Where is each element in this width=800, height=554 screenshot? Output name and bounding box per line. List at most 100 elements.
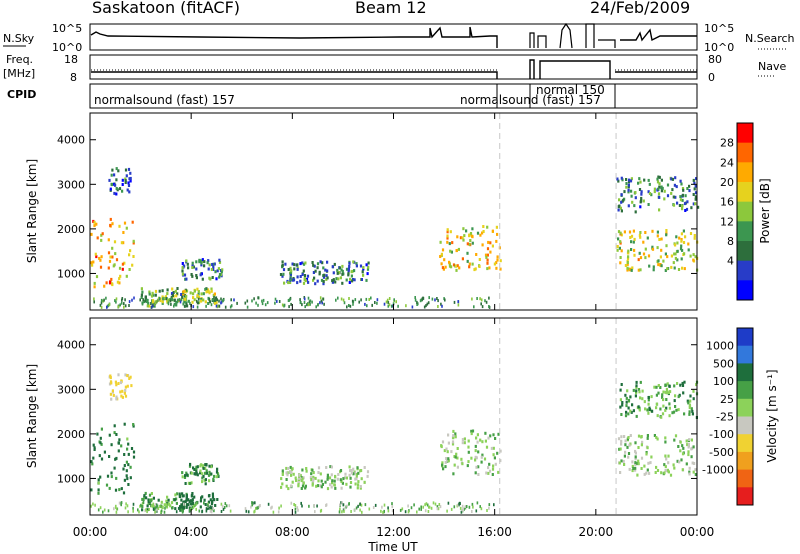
echo-cell-7 [654, 471, 657, 474]
echo-cell-6 [493, 456, 496, 460]
ground-scatter-cell [343, 507, 346, 511]
echo-cell-6 [452, 263, 456, 267]
echo-cell-6 [455, 452, 458, 456]
ground-scatter-cell [441, 304, 443, 308]
ground-scatter-cell [222, 298, 225, 302]
echo-cell-0 [93, 281, 96, 285]
cpid-panel: CPID normalsound (fast) 157 normalsound … [7, 83, 698, 109]
ground-scatter-cell [251, 501, 253, 505]
echo-cell-5 [302, 281, 306, 285]
echo-cell-4 [217, 473, 220, 477]
echo-cell-7 [694, 473, 697, 476]
echo-cell-8 [684, 209, 687, 212]
ground-scatter-cell [106, 305, 108, 309]
ground-scatter-cell [366, 304, 368, 308]
echo-cell-8 [688, 189, 691, 193]
echo-cell-4 [208, 263, 211, 267]
ground-scatter-cell [218, 304, 221, 308]
ground-scatter-cell [349, 304, 352, 308]
echo-cell-2 [175, 501, 178, 505]
echo-cell-7 [680, 238, 683, 241]
echo-cell-8 [692, 178, 695, 182]
echo-cell-8 [675, 185, 678, 189]
ground-scatter-cell [274, 297, 277, 301]
ground-scatter-cell [361, 510, 363, 514]
echo-cell-4 [218, 273, 222, 276]
echo-cell-7 [624, 443, 627, 447]
ground-scatter-cell [218, 299, 220, 303]
x-tick-label: 00:00 [680, 525, 715, 539]
echo-cell-8 [632, 388, 635, 392]
echo-cell-7 [694, 255, 697, 259]
echo-cell-8 [653, 187, 656, 191]
echo-cell-0 [127, 463, 130, 467]
echo-cell-8 [650, 395, 653, 399]
echo-cell-2 [147, 502, 150, 506]
ground-scatter-cell [233, 298, 235, 302]
echo-cell-5 [295, 479, 298, 482]
echo-cell-7 [684, 235, 687, 239]
echo-cell-7 [692, 470, 695, 474]
echo-cell-6 [478, 258, 481, 261]
echo-cell-4 [181, 272, 184, 276]
echo-cell-7 [647, 254, 651, 258]
echo-cell-5 [297, 480, 300, 484]
echo-cell-5 [357, 480, 360, 484]
echo-cell-5 [321, 483, 324, 486]
echo-cell-7 [616, 248, 619, 252]
echo-cell-0 [93, 220, 96, 224]
echo-cell-8 [681, 198, 684, 202]
echo-cell-7 [631, 469, 634, 473]
echo-cell-5 [359, 486, 362, 490]
echo-cell-6 [487, 471, 490, 475]
echo-cell-5 [326, 476, 329, 480]
echo-cell-4 [186, 262, 189, 266]
echo-cell-5 [352, 472, 355, 476]
ground-scatter-cell [322, 297, 325, 301]
echo-cell-8 [624, 414, 628, 418]
colorbar-swatch [737, 162, 753, 183]
ground-scatter-cell [425, 502, 428, 506]
echo-cell-6 [465, 229, 468, 233]
ground-scatter-cell [314, 510, 316, 514]
echo-cell-5 [300, 477, 303, 481]
ground-scatter-cell [212, 507, 214, 510]
echo-cell-6 [450, 265, 453, 269]
echo-cell-5 [336, 268, 339, 272]
echo-cell-2 [161, 295, 164, 299]
echo-cell-8 [647, 190, 650, 194]
echo-cell-6 [494, 437, 497, 440]
echo-cell-5 [350, 274, 353, 278]
echo-cell-6 [467, 445, 470, 449]
echo-cell-6 [467, 439, 470, 443]
echo-cell-8 [640, 196, 643, 200]
echo-cell-7 [664, 252, 667, 256]
echo-cell-7 [657, 263, 660, 267]
echo-cell-2 [150, 294, 154, 298]
echo-cell-7 [667, 454, 670, 458]
echo-cell-6 [474, 444, 477, 448]
echo-cell-7 [616, 245, 619, 248]
echo-cell-0 [123, 261, 126, 265]
echo-cell-6 [492, 446, 495, 450]
echo-cell-5 [323, 273, 326, 277]
date-title: 24/Feb/2009 [590, 0, 690, 17]
echo-cell-0 [113, 240, 117, 244]
colorbar-swatch [737, 487, 753, 506]
echo-cell-8 [627, 183, 630, 187]
echo-cell-7 [630, 240, 633, 244]
echo-cell-8 [635, 380, 638, 384]
echo-cell-3 [191, 498, 194, 502]
echo-cell-1 [110, 397, 113, 401]
echo-cell-8 [677, 408, 680, 412]
ground-scatter-cell [404, 510, 407, 514]
echo-cell-3 [207, 500, 210, 504]
freq-label: Freq. [6, 53, 33, 66]
echo-cell-1 [124, 168, 128, 172]
echo-cell-4 [204, 478, 207, 482]
echo-cell-7 [627, 251, 630, 255]
echo-cell-8 [659, 386, 662, 389]
ground-scatter-cell [209, 505, 212, 509]
echo-cell-5 [311, 482, 314, 485]
echo-cell-6 [475, 465, 478, 469]
